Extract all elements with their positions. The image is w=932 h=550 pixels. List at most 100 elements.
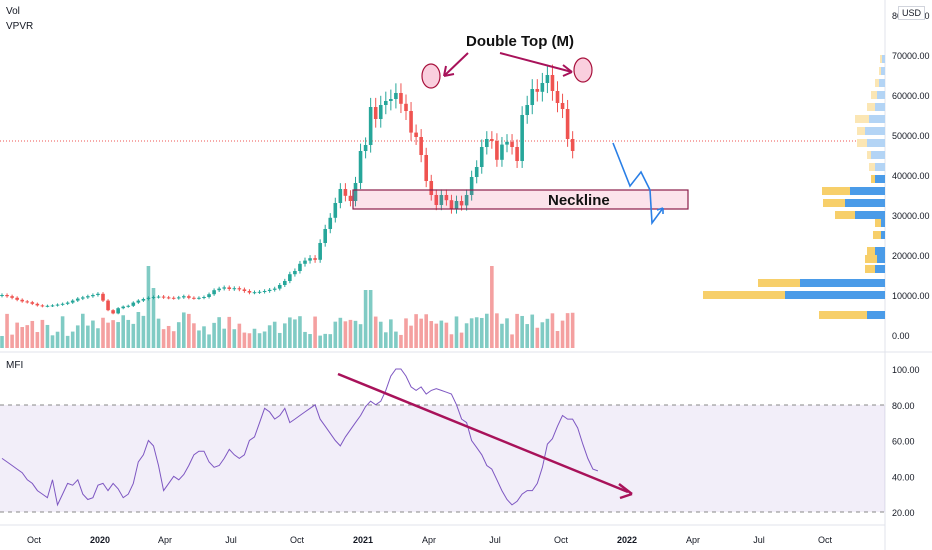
- candle-body: [146, 297, 151, 299]
- price-axis: 80000.0070000.0060000.0050000.0040000.00…: [892, 11, 930, 341]
- volume-bar: [30, 320, 35, 348]
- volume-bar: [101, 317, 105, 348]
- candlesticks: [0, 64, 575, 315]
- time-tick-label: Apr: [422, 535, 436, 545]
- volume-bar: [232, 329, 237, 348]
- candle-body: [116, 308, 120, 314]
- mfi-axis: 100.00 80.00 60.00 40.00 20.00: [892, 365, 920, 518]
- time-tick-label: Jul: [225, 535, 237, 545]
- volume-bar: [409, 325, 413, 348]
- volume-bar: [50, 335, 55, 348]
- volume-bar: [187, 313, 191, 348]
- candle-body: [495, 141, 499, 160]
- candle-body: [20, 299, 24, 302]
- mfi-label: MFI: [6, 360, 24, 371]
- candle-body: [545, 75, 550, 83]
- currency-badge[interactable]: USD: [898, 6, 926, 20]
- price-tick-label: 70000.00: [892, 51, 930, 61]
- vpvr-bar-blue: [881, 67, 885, 75]
- candle-body: [313, 258, 317, 260]
- volume-bar: [70, 331, 75, 348]
- vpvr-bar-blue: [865, 127, 885, 135]
- volume-bar: [459, 332, 464, 348]
- mfi-tick-label: 100.00: [892, 365, 920, 375]
- time-tick-label: 2021: [353, 535, 373, 545]
- candle-body: [409, 111, 413, 133]
- volume-bar: [20, 327, 24, 348]
- volume-bar: [91, 320, 95, 348]
- volume-bar: [419, 318, 423, 348]
- vpvr-bar-yellow: [758, 279, 800, 287]
- volume-bar: [262, 331, 267, 348]
- candle-body: [70, 300, 75, 303]
- vpvr-bar-yellow: [875, 79, 879, 87]
- vpvr-bar-blue: [879, 79, 885, 87]
- candle-body: [449, 200, 454, 209]
- volume-bar: [141, 315, 146, 348]
- candle-body: [333, 203, 338, 218]
- volume-bar: [555, 331, 560, 348]
- vpvr-bar-blue: [875, 175, 885, 183]
- candle-body: [131, 302, 136, 306]
- candle-body: [500, 144, 504, 160]
- candle-body: [323, 229, 327, 243]
- volume-bar: [176, 322, 181, 348]
- candle-body: [30, 302, 35, 304]
- price-tick-label: 40000.00: [892, 171, 930, 181]
- candle-body: [328, 217, 333, 229]
- vpvr-bar-yellow: [880, 55, 882, 63]
- candle-body: [81, 297, 85, 299]
- candle-body: [520, 115, 524, 161]
- volume-bar: [464, 323, 469, 348]
- candle-body: [121, 306, 125, 309]
- candle-body: [171, 297, 176, 299]
- price-tick-label: 30000.00: [892, 211, 930, 221]
- candle-body: [378, 105, 383, 119]
- volume-bar: [131, 323, 136, 348]
- volume-bar: [308, 334, 312, 348]
- candle-body: [111, 310, 115, 314]
- volume-bar: [530, 314, 535, 348]
- mfi-divergence-arrowhead: [618, 483, 633, 500]
- first-peak-marker: [421, 63, 441, 89]
- candle-body: [358, 151, 363, 183]
- vpvr-bar-blue: [875, 163, 885, 171]
- vpvr-bar-yellow: [869, 163, 875, 171]
- volume-bar: [510, 334, 514, 348]
- candle-body: [565, 109, 570, 139]
- candle-body: [510, 141, 514, 147]
- candle-body: [45, 305, 50, 307]
- volume-bar: [298, 316, 302, 348]
- candle-body: [353, 183, 358, 201]
- candle-body: [161, 296, 166, 298]
- vpvr-profile: [703, 55, 885, 319]
- candle-body: [464, 195, 469, 206]
- volume-bar: [429, 321, 434, 348]
- candle-body: [277, 285, 282, 289]
- volume-bar: [55, 331, 60, 348]
- neckline-zone: [352, 189, 689, 210]
- candle-body: [15, 297, 19, 300]
- volume-bar: [424, 314, 428, 348]
- volume-bar: [333, 321, 338, 348]
- candle-body: [192, 297, 196, 299]
- candle-body: [490, 139, 494, 141]
- projection-arrowhead: [656, 207, 664, 214]
- candle-body: [187, 296, 191, 298]
- mfi-divergence-arrow: [337, 372, 629, 494]
- volume-bar: [565, 313, 570, 348]
- candle-body: [35, 303, 40, 306]
- price-tick-label: 60000.00: [892, 91, 930, 101]
- candle-body: [232, 288, 237, 290]
- volume-bar: [545, 318, 550, 348]
- candle-body: [0, 295, 4, 296]
- volume-bar: [171, 331, 176, 348]
- volume-bar: [65, 335, 70, 348]
- candle-body: [222, 287, 226, 289]
- volume-bar: [202, 326, 206, 348]
- vpvr-bar-yellow: [855, 115, 869, 123]
- candle-body: [176, 297, 181, 299]
- candle-body: [439, 195, 444, 205]
- volume-bar: [358, 324, 363, 348]
